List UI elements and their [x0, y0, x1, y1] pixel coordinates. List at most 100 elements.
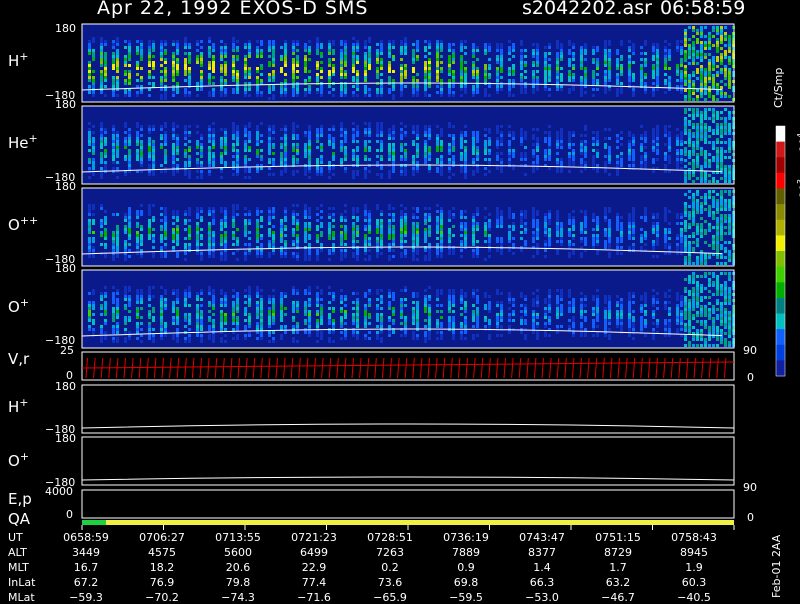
ytick-oplus2-max: 180: [55, 432, 76, 445]
panel-label-heplus: He+: [8, 132, 38, 152]
table-cell: 22.9: [286, 561, 342, 574]
ytick-heplus-max: 180: [55, 98, 76, 111]
table-row-label: MLT: [8, 561, 29, 574]
rtick-qa-min: 0: [747, 511, 754, 524]
colorbar-level-15: [776, 360, 785, 376]
panel-bg-hplus: [82, 24, 734, 102]
table-cell: 1.9: [666, 561, 722, 574]
table-cell: 76.9: [134, 576, 190, 589]
table-row-label: InLat: [8, 576, 35, 589]
panel-label-oplus2: O+: [8, 450, 29, 470]
colorbar-level-6: [776, 220, 785, 236]
colorbar-level-8: [776, 251, 785, 267]
table-cell: 0758:43: [666, 531, 722, 544]
ytick-qa-min: 0: [66, 508, 73, 521]
colorbar-level-10: [776, 282, 785, 298]
table-cell: −46.7: [590, 591, 646, 604]
table-row-label: UT: [8, 531, 23, 544]
table-row-label: MLat: [8, 591, 35, 604]
ytick-opp-max: 180: [55, 180, 76, 193]
table-cell: 60.3: [666, 576, 722, 589]
table-cell: −70.2: [134, 591, 190, 604]
table-cell: −53.0: [514, 591, 570, 604]
rtick-vr-min: 0: [747, 371, 754, 384]
colorbar-level-3: [776, 173, 785, 189]
panel-bg-opp: [82, 188, 734, 266]
table-cell: 5600: [210, 546, 266, 559]
table-cell: 73.6: [362, 576, 418, 589]
table-cell: 7263: [362, 546, 418, 559]
colorbar-level-9: [776, 267, 785, 283]
table-cell: 16.7: [58, 561, 114, 574]
table-cell: 77.4: [286, 576, 342, 589]
colorbar-tick-1e3: 103: [796, 179, 800, 198]
table-cell: 18.2: [134, 561, 190, 574]
panel-bg-heplus: [82, 106, 734, 184]
table-cell: 20.6: [210, 561, 266, 574]
table-cell: 6499: [286, 546, 342, 559]
panel-bg-oplus: [82, 270, 734, 348]
colorbar-level-4: [776, 189, 785, 205]
panel-label-vr: V,r: [8, 350, 29, 368]
colorbar-level-2: [776, 157, 785, 173]
table-cell: 0706:27: [134, 531, 190, 544]
table-cell: 69.8: [438, 576, 494, 589]
ytick-ep-max: 4000: [45, 485, 73, 498]
table-cell: 0713:55: [210, 531, 266, 544]
table-cell: 8945: [666, 546, 722, 559]
table-cell: −74.3: [210, 591, 266, 604]
table-cell: 63.2: [590, 576, 646, 589]
table-cell: −40.5: [666, 591, 722, 604]
table-cell: 0.2: [362, 561, 418, 574]
colorbar-level-14: [776, 345, 785, 361]
colorbar-level-0: [776, 126, 785, 142]
frame-ep: [82, 490, 734, 518]
table-cell: 66.3: [514, 576, 570, 589]
panel-label-opp: O++: [8, 214, 38, 234]
colorbar-level-11: [776, 298, 785, 314]
table-cell: 0728:51: [362, 531, 418, 544]
colorbar-level-7: [776, 235, 785, 251]
table-cell: 0751:15: [590, 531, 646, 544]
table-cell: 8377: [514, 546, 570, 559]
table-cell: 1.4: [514, 561, 570, 574]
rtick-vr-max: 90: [743, 344, 757, 357]
colorbar-level-1: [776, 142, 785, 158]
qa-bar-yellow: [106, 520, 734, 525]
colorbar-tick-1e4: 104: [796, 133, 800, 152]
colorbar-level-5: [776, 204, 785, 220]
table-row-label: ALT: [8, 546, 27, 559]
table-cell: −71.6: [286, 591, 342, 604]
ytick-vr-max: 25: [60, 344, 74, 357]
side-note: Feb-01 2AA: [770, 535, 783, 598]
table-cell: 7889: [438, 546, 494, 559]
colorbar-level-12: [776, 314, 785, 330]
table-cell: 1.7: [590, 561, 646, 574]
ytick-hplus2-max: 180: [55, 380, 76, 393]
table-cell: −59.5: [438, 591, 494, 604]
ytick-hplus-max: 180: [55, 22, 76, 35]
frame-oplus2: [82, 437, 734, 485]
table-cell: 0743:47: [514, 531, 570, 544]
table-cell: 3449: [58, 546, 114, 559]
qa-bar-green: [82, 520, 106, 525]
colorbar-unit: Ct/Smp: [772, 68, 785, 108]
panel-label-qa: QA: [8, 510, 30, 528]
table-cell: 67.2: [58, 576, 114, 589]
colorbar-tick-100: 100: [796, 237, 800, 258]
table-cell: 0.9: [438, 561, 494, 574]
table-cell: 0658:59: [58, 531, 114, 544]
table-cell: −59.3: [58, 591, 114, 604]
colorbar-level-13: [776, 329, 785, 345]
table-cell: 0736:19: [438, 531, 494, 544]
colorbar-tick-10: 10: [796, 300, 800, 314]
colorbar-tick-1: 1: [796, 363, 800, 370]
table-cell: 8729: [590, 546, 646, 559]
panel-label-ep: E,p: [8, 490, 32, 508]
panel-label-oplus: O+: [8, 296, 29, 316]
panel-label-hplus2: H+: [8, 396, 29, 416]
table-cell: −65.9: [362, 591, 418, 604]
table-cell: 79.8: [210, 576, 266, 589]
table-cell: 0721:23: [286, 531, 342, 544]
